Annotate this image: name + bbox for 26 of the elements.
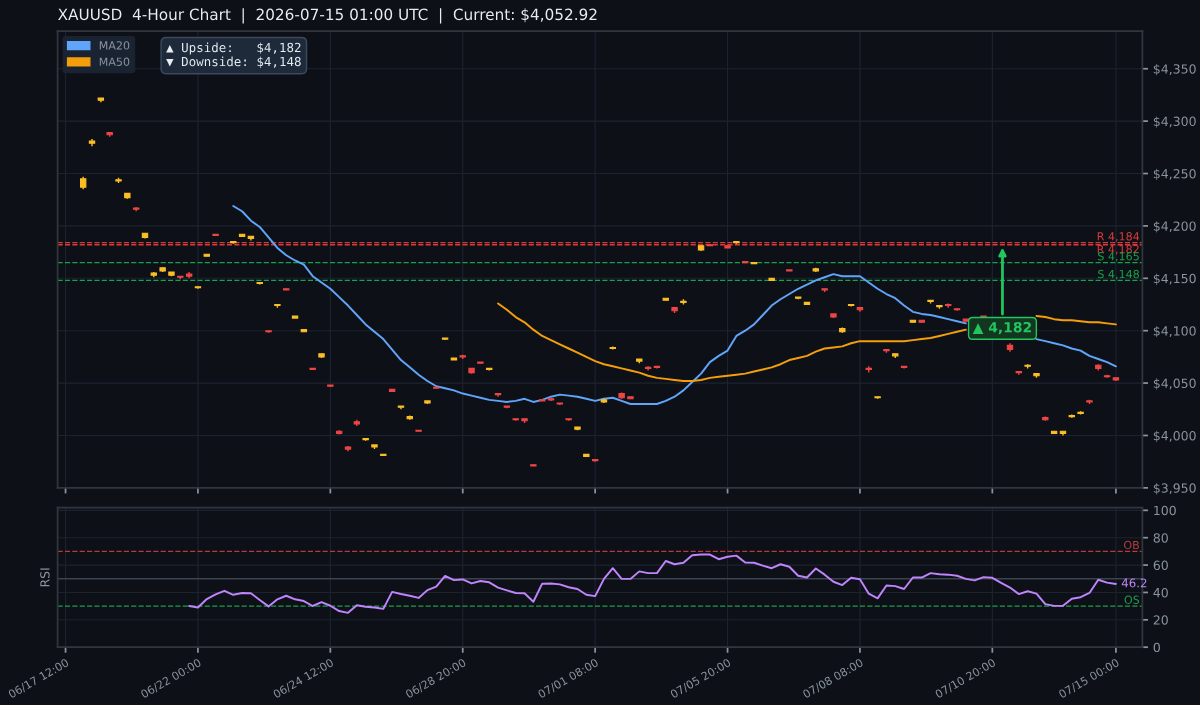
y-tick-label: $4,100 [1153, 325, 1196, 338]
y-tick-label: 0 [1153, 642, 1160, 653]
ref-line-label: OS [1124, 595, 1140, 604]
y-tick-label: $4,250 [1153, 168, 1196, 181]
ref-line-label: OB [1124, 540, 1139, 550]
y-tick-label: $4,350 [1153, 63, 1196, 76]
y-tick-label: $4,000 [1153, 430, 1196, 443]
y-axis-title: RSI [40, 568, 50, 587]
ref-line-label: S 4,148 [1098, 269, 1139, 280]
ref-line-label: R 4,184 [1097, 232, 1140, 242]
y-tick-label: 80 [1153, 533, 1168, 543]
y-tick-label: $4,200 [1153, 221, 1196, 233]
annotation: ▲ 4,182 [972, 321, 1031, 335]
y-tick-label: $3,950 [1153, 483, 1196, 495]
y-tick-label: $4,150 [1153, 273, 1196, 285]
y-tick-label: $4,050 [1153, 378, 1196, 390]
y-tick-label: 40 [1153, 587, 1168, 598]
y-tick-label: 20 [1153, 615, 1168, 625]
legend-label: MA50 [99, 57, 130, 66]
data-label: 46.2 [1121, 578, 1147, 588]
legend-label: MA20 [99, 41, 130, 50]
y-tick-label: 60 [1153, 560, 1168, 571]
y-tick-label: $4,300 [1153, 116, 1196, 128]
annotation: ▲ Upside: $4,182 ▼ Downside: $4,148 [166, 42, 301, 68]
y-tick-label: 100 [1154, 505, 1176, 516]
chart-title: XAUUSD 4-Hour Chart | 2026-07-15 01:00 UTC | Current: $4,052.92 [58, 8, 597, 24]
